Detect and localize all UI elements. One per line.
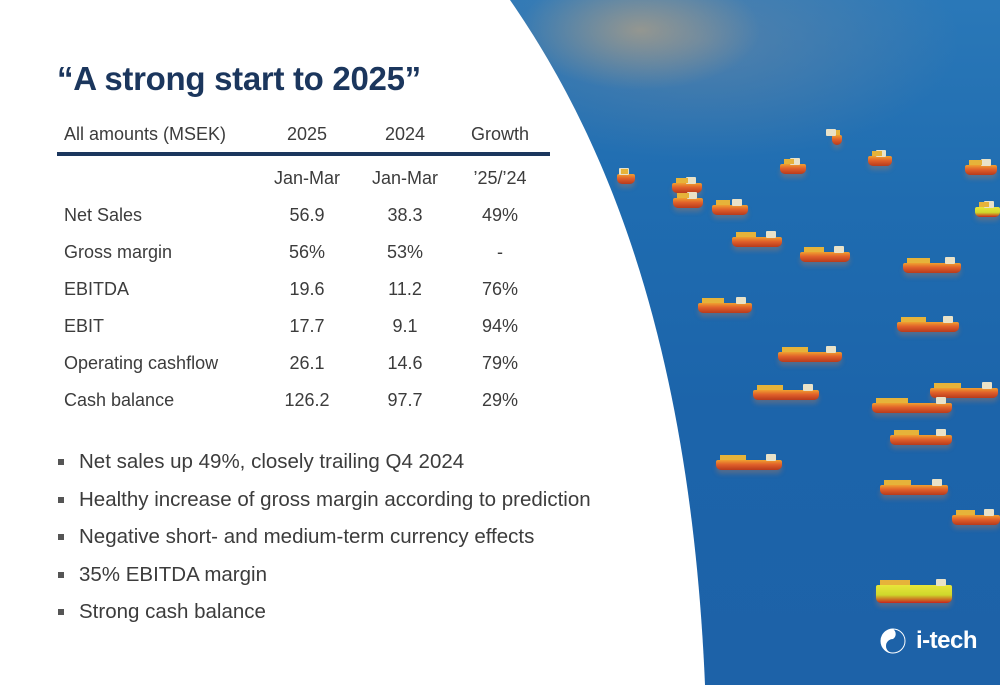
row-label: EBIT [64, 316, 105, 336]
ship [698, 297, 752, 313]
ship [780, 158, 806, 174]
row-label: Gross margin [64, 242, 173, 262]
ship [826, 129, 842, 145]
ship [897, 316, 959, 332]
square-bullet-icon [58, 571, 64, 578]
square-bullet-icon [58, 496, 64, 503]
ship [880, 479, 948, 495]
table-row: EBITDA 19.6 11.2 76% [57, 275, 550, 312]
ship [890, 429, 952, 445]
header-col-2025: 2025 [286, 124, 328, 144]
square-bullet-icon [58, 534, 64, 540]
square-bullet-icon [58, 459, 64, 465]
logo-text: i-tech [916, 627, 978, 654]
financial-table: All amounts (MSEK) 2025 2024 Growth Jan-… [57, 122, 550, 423]
table-row: Cash balance 126.2 97.7 29% [57, 386, 550, 423]
value-2024: 38.3 [387, 205, 423, 225]
ship [672, 177, 702, 193]
row-label: EBITDA [64, 279, 130, 299]
value-growth: 49% [481, 205, 519, 225]
ship [617, 168, 635, 184]
header-label: All amounts (MSEK) [64, 124, 227, 144]
subheader-col-2025: Jan-Mar [273, 168, 340, 188]
company-logo: i-tech [880, 627, 978, 655]
ship [753, 384, 819, 400]
ship [800, 246, 850, 262]
ship [952, 509, 1000, 525]
value-2025: 26.1 [289, 353, 325, 373]
ship [868, 150, 892, 166]
table-row: Gross margin 56% 53% - [57, 238, 550, 275]
row-label: Net Sales [64, 205, 143, 225]
value-growth: 76% [481, 279, 519, 299]
ship [903, 257, 961, 273]
value-2024: 97.7 [387, 390, 423, 410]
value-2025: 126.2 [284, 390, 330, 410]
value-2025: 56.9 [289, 205, 325, 225]
list-item: Strong cash balance [57, 600, 591, 638]
table-row: Net Sales 56.9 38.3 49% [57, 201, 550, 238]
header-col-2024: 2024 [384, 124, 426, 144]
i-tech-logo-mark-icon [880, 628, 906, 654]
value-2025: 17.7 [289, 316, 325, 336]
list-item-text: Strong cash balance [79, 600, 266, 623]
table-subheader-row: Jan-Mar Jan-Mar ’25/’24 [57, 164, 550, 201]
list-item: Negative short- and medium-term currency… [57, 525, 591, 563]
subheader-col-growth: ’25/’24 [473, 168, 527, 188]
list-item-text: Net sales up 49%, closely trailing Q4 20… [79, 450, 465, 473]
value-2025: 56% [288, 242, 326, 262]
highlights-list: Net sales up 49%, closely trailing Q4 20… [57, 450, 591, 638]
subheader-col-2024: Jan-Mar [371, 168, 438, 188]
list-item: Healthy increase of gross margin accordi… [57, 488, 591, 526]
ship [673, 192, 703, 208]
table-header-row: All amounts (MSEK) 2025 2024 Growth [57, 122, 550, 152]
ship [732, 231, 782, 247]
ship [876, 579, 952, 603]
ship [778, 346, 842, 362]
list-item: 35% EBITDA margin [57, 563, 591, 601]
ship [872, 397, 952, 413]
row-label: Cash balance [64, 390, 175, 410]
value-growth: - [497, 242, 503, 262]
list-item-text: Negative short- and medium-term currency… [79, 525, 535, 548]
ship [965, 159, 997, 175]
value-growth: 79% [481, 353, 519, 373]
list-item: Net sales up 49%, closely trailing Q4 20… [57, 450, 591, 488]
table-row: Operating cashflow 26.1 14.6 79% [57, 349, 550, 386]
value-growth: 94% [481, 316, 519, 336]
value-2024: 14.6 [387, 353, 423, 373]
list-item-text: 35% EBITDA margin [79, 562, 267, 586]
square-bullet-icon [58, 609, 64, 615]
row-label: Operating cashflow [64, 353, 219, 373]
slide-title: “A strong start to 2025” [57, 60, 421, 97]
value-2024: 53% [386, 242, 424, 262]
value-2025: 19.6 [289, 279, 325, 299]
ship [930, 382, 998, 398]
ship [975, 201, 1000, 217]
value-growth: 29% [481, 390, 519, 410]
table-row: EBIT 17.7 9.1 94% [57, 312, 550, 349]
ship [712, 199, 748, 215]
ship [716, 454, 782, 470]
value-2024: 9.1 [392, 316, 418, 336]
header-rule-divider [57, 152, 550, 156]
list-item-text: Healthy increase of gross margin accordi… [79, 487, 591, 511]
header-col-growth: Growth [470, 124, 530, 144]
value-2024: 11.2 [388, 279, 422, 299]
